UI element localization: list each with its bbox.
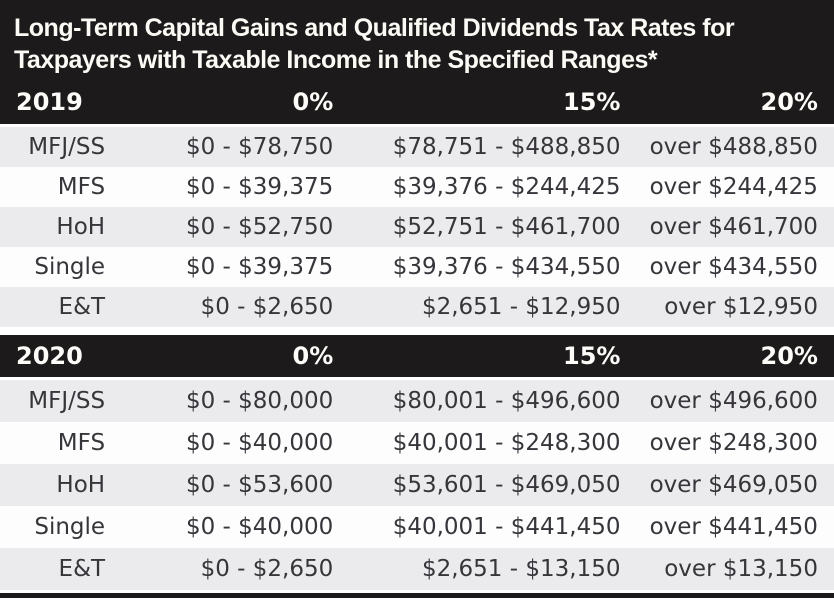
range-20pct: over $469,050	[649, 472, 818, 498]
bottom-rule	[0, 593, 834, 598]
range-15pct: $2,651 - $13,150	[421, 556, 621, 582]
table-row-2019-mfs: MFS $0 - $39,375 $39,376 - $244,425 over…	[0, 167, 834, 207]
range-20pct: over $12,950	[664, 294, 818, 320]
table-row-2019-hoh: HoH $0 - $52,750 $52,751 - $461,700 over…	[0, 207, 834, 247]
range-15pct: $78,751 - $488,850	[392, 134, 621, 160]
range-15pct: $39,376 - $244,425	[392, 174, 621, 200]
table-row-2020-hoh: HoH $0 - $53,600 $53,601 - $469,050 over…	[0, 464, 834, 506]
range-15pct: $53,601 - $469,050	[392, 472, 621, 498]
year-label-2020: 2020	[16, 342, 83, 370]
range-0pct: $0 - $52,750	[185, 214, 334, 240]
range-20pct: over $496,600	[649, 388, 818, 414]
range-0pct: $0 - $40,000	[185, 430, 334, 456]
table-row-2019-single: Single $0 - $39,375 $39,376 - $434,550 o…	[0, 247, 834, 287]
row-label: MFS	[57, 430, 106, 456]
range-15pct: $80,001 - $496,600	[392, 388, 621, 414]
column-header-15pct: 15%	[563, 342, 621, 370]
range-0pct: $0 - $80,000	[185, 388, 334, 414]
table-row-2020-single: Single $0 - $40,000 $40,001 - $441,450 o…	[0, 506, 834, 548]
table-title-line1: Long-Term Capital Gains and Qualified Di…	[14, 14, 735, 42]
range-0pct: $0 - $78,750	[185, 134, 334, 160]
section-2020: MFJ/SS $0 - $80,000 $80,001 - $496,600 o…	[0, 380, 834, 590]
row-label: E&T	[58, 294, 106, 320]
range-20pct: over $461,700	[649, 214, 818, 240]
row-label: HoH	[56, 472, 106, 498]
range-20pct: over $488,850	[649, 134, 818, 160]
range-15pct: $52,751 - $461,700	[392, 214, 621, 240]
column-header-15pct: 15%	[563, 88, 621, 116]
row-label: Single	[34, 514, 106, 540]
table-row-2020-et: E&T $0 - $2,650 $2,651 - $13,150 over $1…	[0, 548, 834, 590]
row-label: HoH	[56, 214, 106, 240]
range-15pct: $2,651 - $12,950	[421, 294, 621, 320]
range-0pct: $0 - $2,650	[200, 556, 334, 582]
table-title-line2: Taxpayers with Taxable Income in the Spe…	[14, 46, 658, 74]
table-row-2019-et: E&T $0 - $2,650 $2,651 - $12,950 over $1…	[0, 287, 834, 327]
header-row-2020: 2020 0% 15% 20%	[0, 335, 834, 377]
range-20pct: over $13,150	[664, 556, 818, 582]
header-row-2019: 2019 0% 15% 20%	[0, 80, 834, 124]
range-15pct: $39,376 - $434,550	[392, 254, 621, 280]
section-2019: MFJ/SS $0 - $78,750 $78,751 - $488,850 o…	[0, 127, 834, 327]
row-label: MFS	[57, 174, 106, 200]
range-0pct: $0 - $40,000	[185, 514, 334, 540]
table-row-2019-mfjss: MFJ/SS $0 - $78,750 $78,751 - $488,850 o…	[0, 127, 834, 167]
range-20pct: over $248,300	[649, 430, 818, 456]
table-row-2020-mfs: MFS $0 - $40,000 $40,001 - $248,300 over…	[0, 422, 834, 464]
table-row-2020-mfjss: MFJ/SS $0 - $80,000 $80,001 - $496,600 o…	[0, 380, 834, 422]
range-20pct: over $244,425	[649, 174, 818, 200]
column-header-0pct: 0%	[292, 88, 334, 116]
column-header-0pct: 0%	[292, 342, 334, 370]
range-0pct: $0 - $39,375	[185, 254, 334, 280]
row-label: Single	[34, 254, 106, 280]
range-20pct: over $434,550	[649, 254, 818, 280]
range-15pct: $40,001 - $248,300	[392, 430, 621, 456]
row-label: MFJ/SS	[28, 134, 106, 160]
range-0pct: $0 - $39,375	[185, 174, 334, 200]
year-band-2020: 2020 0% 15% 20%	[0, 335, 834, 377]
table-title: Long-Term Capital Gains and Qualified Di…	[0, 0, 834, 80]
range-20pct: over $441,450	[649, 514, 818, 540]
column-header-20pct: 20%	[760, 88, 818, 116]
row-label: E&T	[58, 556, 106, 582]
row-label: MFJ/SS	[28, 388, 106, 414]
range-0pct: $0 - $53,600	[185, 472, 334, 498]
title-band: Long-Term Capital Gains and Qualified Di…	[0, 0, 834, 127]
year-label-2019: 2019	[16, 88, 83, 116]
range-15pct: $40,001 - $441,450	[392, 514, 621, 540]
column-header-20pct: 20%	[760, 342, 818, 370]
range-0pct: $0 - $2,650	[200, 294, 334, 320]
